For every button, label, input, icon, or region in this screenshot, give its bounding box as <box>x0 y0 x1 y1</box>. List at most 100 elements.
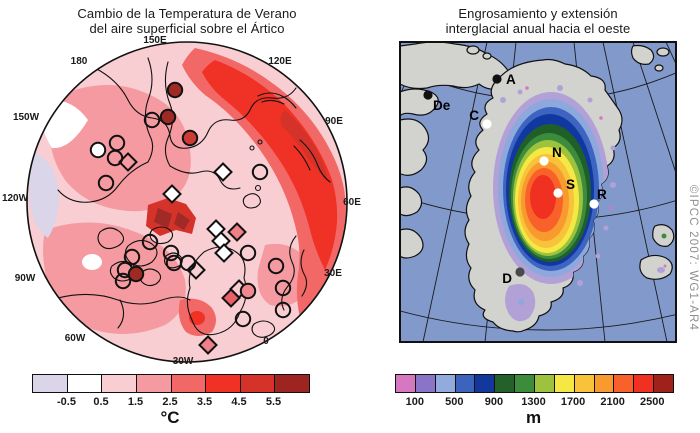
left-title-line2: del aire superficial sobre el Ártico <box>89 21 285 36</box>
trend-marker-circle <box>181 129 199 147</box>
left-colorbar-segment <box>275 375 309 392</box>
station-dot-A <box>492 74 502 84</box>
ice-thickness-bands <box>493 92 609 284</box>
station-label-A: A <box>506 72 516 87</box>
station-label-R: R <box>597 187 607 202</box>
right-title-line1: Engrosamiento y extensión <box>458 6 618 21</box>
left-colorbar-tick: 2.5 <box>162 396 178 408</box>
right-colorbar-segment <box>614 375 635 392</box>
trend-marker-circle <box>162 244 180 262</box>
trend-marker-circle <box>127 265 145 283</box>
left-colorbar-tick: 5.5 <box>265 396 282 408</box>
left-colorbar-tick: 4.5 <box>231 396 247 408</box>
trend-marker-circle <box>97 174 115 192</box>
copyright-credit: ©IPCC 2007: WG1-AR4 <box>687 185 699 331</box>
station-label-C: C <box>469 108 479 123</box>
right-colorbar-segment <box>455 375 476 392</box>
longitude-label-180: 180 <box>71 56 88 67</box>
left-colorbar-tick: -0.5 <box>57 396 76 408</box>
longitude-labels: 150E 120E 90E 60E 30E 0 30W 60W 90W 120W 150W 180 <box>2 35 361 367</box>
station-dot-R <box>589 199 599 209</box>
station-dot-D <box>515 267 525 277</box>
station-dot-C <box>482 119 492 129</box>
left-colorbar-segment <box>67 375 103 392</box>
longitude-label-90E: 90E <box>325 116 343 127</box>
left-colorbar-segment <box>102 375 137 392</box>
station-dot-S <box>553 188 563 198</box>
temperature-shading <box>27 42 347 362</box>
trend-marker-diamond <box>213 162 233 182</box>
trend-marker-diamond <box>221 288 241 308</box>
right-colorbar-unit: m <box>525 408 542 427</box>
right-colorbar-segment <box>574 375 595 392</box>
left-colorbar-segment <box>33 375 68 392</box>
arctic-temperature-map: 150E 120E 90E 60E 30E 0 30W 60W 90W 120W 150W 180 <box>2 35 361 367</box>
longitude-label-60E: 60E <box>343 197 361 208</box>
greenland-map-content: A De C N S R D <box>400 42 676 342</box>
left-panel-title: Cambio de la Temperatura de Verano del a… <box>12 6 362 36</box>
right-colorbar-bar <box>395 374 674 393</box>
longitude-label-120W: 120W <box>2 193 29 204</box>
trend-marker-circle <box>267 257 285 275</box>
left-colorbar-unit: °C <box>160 408 180 427</box>
right-colorbar-segment <box>634 375 655 392</box>
station-label-De: De <box>433 98 451 113</box>
right-colorbar-tick: 2100 <box>600 396 625 408</box>
greenland-map-border <box>399 41 677 343</box>
trend-marker-circle <box>251 163 269 181</box>
station-label-S: S <box>566 177 575 192</box>
trend-marker-circle <box>89 141 107 159</box>
station-label-D: D <box>502 271 512 286</box>
right-colorbar-segment <box>594 375 615 392</box>
left-colorbar-bar <box>32 374 310 393</box>
right-colorbar-tick: 900 <box>484 396 504 408</box>
greenland-stations: A De C N S R D <box>423 72 607 286</box>
left-colorbar-segment <box>240 375 276 392</box>
small-green-patch <box>661 233 667 239</box>
trend-marker-circle <box>239 244 257 262</box>
longitude-label-30W: 30W <box>173 356 194 367</box>
station-label-N: N <box>552 145 562 160</box>
ice-band <box>530 175 556 219</box>
right-title-line2: interglacial anual hacia el oeste <box>445 21 631 36</box>
right-colorbar-segment <box>495 375 516 392</box>
longitude-label-60W: 60W <box>65 333 86 344</box>
left-colorbar-segment <box>206 375 241 392</box>
longitude-label-150E: 150E <box>143 35 167 46</box>
left-colorbar-ticks: -0.5 0.5 1.5 2.5 3.5 4.5 5.5 <box>32 396 308 410</box>
trend-marker-circle <box>123 248 141 266</box>
trend-marker-circle <box>141 233 159 251</box>
trend-marker-diamond <box>214 243 234 263</box>
trend-marker-diamond <box>162 184 182 204</box>
trend-marker-circle <box>274 279 292 297</box>
trend-marker-diamond <box>198 335 218 355</box>
right-colorbar-segment <box>396 375 416 392</box>
trend-marker-circle <box>114 272 132 290</box>
left-colorbar-tick: 0.5 <box>93 396 109 408</box>
station-dot-N <box>539 156 549 166</box>
greenland-ice-map: A De C N S R D ©IPCC 2007: WG1-AR4 <box>399 41 699 343</box>
right-colorbar-tick: 2500 <box>639 396 665 408</box>
right-colorbar-segment <box>515 375 536 392</box>
trend-marker-diamond <box>227 222 247 242</box>
station-dot-De <box>423 90 433 100</box>
longitude-label-30E: 30E <box>324 268 342 279</box>
trend-marker-circle <box>159 108 177 126</box>
right-colorbar-ticks: 100 500 900 1300 1700 2100 2500 <box>395 396 672 410</box>
left-colorbar-tick: 1.5 <box>127 396 144 408</box>
right-colorbar-tick: 100 <box>405 396 424 408</box>
left-colorbar-segment <box>136 375 172 392</box>
trend-marker-circle <box>143 111 161 129</box>
right-colorbar-segment <box>435 375 456 392</box>
left-colorbar-tick: 3.5 <box>196 396 213 408</box>
right-colorbar-segment <box>415 375 436 392</box>
right-colorbar-tick: 1700 <box>560 396 586 408</box>
right-panel-title: Engrosamiento y extensión interglacial a… <box>388 6 688 36</box>
right-colorbar-segment <box>654 375 674 392</box>
longitude-label-120E: 120E <box>268 56 292 67</box>
ice-margin-patches <box>500 85 616 322</box>
longitude-label-90W: 90W <box>15 273 36 284</box>
longitude-label-0: 0 <box>263 336 269 347</box>
trend-marker-diamond <box>186 260 206 280</box>
